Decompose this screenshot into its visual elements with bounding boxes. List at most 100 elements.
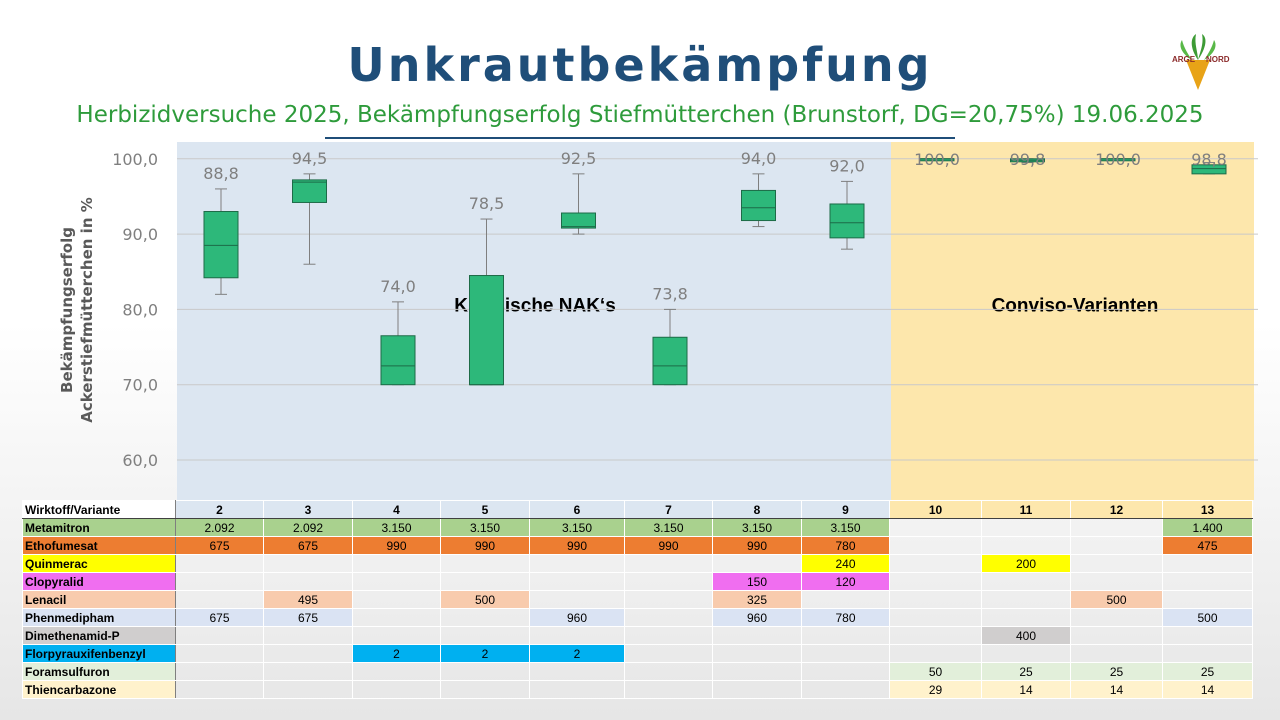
table-row: Lenacil 495 500 325 500: [22, 590, 1253, 609]
table-cell: [175, 644, 264, 663]
y-axis-label: Bekämpfungserfolg Ackerstiefmütterchen in…: [58, 197, 96, 423]
table-cell: [624, 662, 713, 681]
row-label: Foramsulfuron: [22, 662, 176, 681]
table-cell: [352, 572, 441, 591]
mean-data-label: 78,5: [469, 194, 505, 213]
table-cell: [1162, 626, 1253, 645]
region-bg-2: [891, 142, 1254, 500]
table-cell: [352, 626, 441, 645]
table-cell: 675: [175, 608, 264, 627]
table-cell: 500: [1162, 608, 1253, 627]
table-row: Florpyrauxifenbenzyl 2 2 2: [22, 644, 1253, 663]
table-cell: 1.400: [1162, 518, 1253, 537]
row-label: Ethofumesat: [22, 536, 176, 555]
table-cell: [263, 626, 353, 645]
table-cell: [624, 572, 713, 591]
table-cell: 120: [801, 572, 890, 591]
table-cell: 780: [801, 536, 890, 555]
table-cell: 25: [1162, 662, 1253, 681]
table-cell: 50: [889, 662, 982, 681]
table-cell: 495: [263, 590, 353, 609]
region-label-2: Conviso-Varianten: [992, 295, 1159, 316]
table-cell: [440, 608, 530, 627]
box: [292, 179, 327, 203]
table-cell: [1070, 554, 1163, 573]
table-cell: 14: [981, 680, 1071, 699]
table-cell: 3.150: [440, 518, 530, 537]
table-cell: [624, 554, 713, 573]
table-cell: 960: [712, 608, 802, 627]
table-cell: 25: [981, 662, 1071, 681]
table-cell: 14: [1162, 680, 1253, 699]
table-cell: [263, 554, 353, 573]
herbicide-table: Wirktoff/Variante 2 3 4 5 6 7 8 9 10 11 12 13 Metamit…: [22, 500, 1253, 699]
table-cell: [889, 590, 982, 609]
header-variant: 8: [712, 500, 802, 519]
table-row: Dimethenamid-P 400: [22, 626, 1253, 645]
logo-text-left: ARGE: [1172, 55, 1196, 64]
header-variant: 6: [529, 500, 625, 519]
table-cell: 990: [352, 536, 441, 555]
table-cell: 2: [352, 644, 441, 663]
table-cell: 3.150: [624, 518, 713, 537]
table-cell: [352, 662, 441, 681]
table-cell: [889, 572, 982, 591]
table-cell: [1162, 572, 1253, 591]
y-tick-label: 90,0: [122, 225, 158, 244]
y-tick-label: 80,0: [122, 300, 158, 319]
table-cell: [263, 572, 353, 591]
mean-data-label: 88,8: [203, 164, 239, 183]
table-cell: [1070, 518, 1163, 537]
table-cell: 675: [263, 608, 353, 627]
table-cell: 3.150: [352, 518, 441, 537]
table-cell: [263, 680, 353, 699]
table-cell: 200: [981, 554, 1071, 573]
table-cell: [352, 590, 441, 609]
table-cell: [889, 518, 982, 537]
header-variant: 2: [175, 500, 264, 519]
table-cell: [801, 644, 890, 663]
header-variant: 10: [889, 500, 982, 519]
table-cell: [1162, 590, 1253, 609]
table-cell: [624, 644, 713, 663]
mean-data-label: 92,5: [561, 149, 597, 168]
row-label: Thiencarbazone: [22, 680, 176, 699]
table-cell: 2: [529, 644, 625, 663]
table-cell: [1162, 644, 1253, 663]
header-variant: 11: [981, 500, 1071, 519]
table-cell: 29: [889, 680, 982, 699]
table-row: Phenmedipham 675 675 960 960 780 500: [22, 608, 1253, 627]
table-cell: [175, 662, 264, 681]
header-variant: 4: [352, 500, 441, 519]
mean-data-label: 94,5: [292, 149, 328, 168]
mean-data-label: 100,0: [914, 150, 960, 169]
page-subtitle: Herbizidversuche 2025, Bekämpfungserfolg…: [76, 102, 1204, 128]
table-cell: [981, 608, 1071, 627]
table-cell: [1070, 626, 1163, 645]
box: [741, 189, 776, 222]
table-cell: [1162, 554, 1253, 573]
table-cell: 990: [624, 536, 713, 555]
table-cell: [352, 554, 441, 573]
table-cell: [981, 644, 1071, 663]
table-cell: 675: [175, 536, 264, 555]
header-variant: 7: [624, 500, 713, 519]
table-cell: [801, 662, 890, 681]
mean-data-label: 73,8: [652, 284, 688, 303]
table-cell: 500: [440, 590, 530, 609]
table-header-row: Wirktoff/Variante 2 3 4 5 6 7 8 9 10 11 12 13: [22, 500, 1253, 519]
y-tick-label: 60,0: [122, 451, 158, 470]
table-cell: [889, 626, 982, 645]
table-cell: [712, 680, 802, 699]
row-label: Metamitron: [22, 518, 176, 537]
table-cell: [624, 590, 713, 609]
table-cell: 990: [529, 536, 625, 555]
table-row: Quinmerac 240 200: [22, 554, 1253, 573]
table-cell: [529, 626, 625, 645]
header-variant: 12: [1070, 500, 1163, 519]
table-cell: [981, 536, 1071, 555]
table-row: Foramsulfuron 50 25 25 25: [22, 662, 1253, 681]
header-label: Wirktoff/Variante: [22, 500, 176, 519]
table-cell: 500: [1070, 590, 1163, 609]
table-cell: [175, 590, 264, 609]
